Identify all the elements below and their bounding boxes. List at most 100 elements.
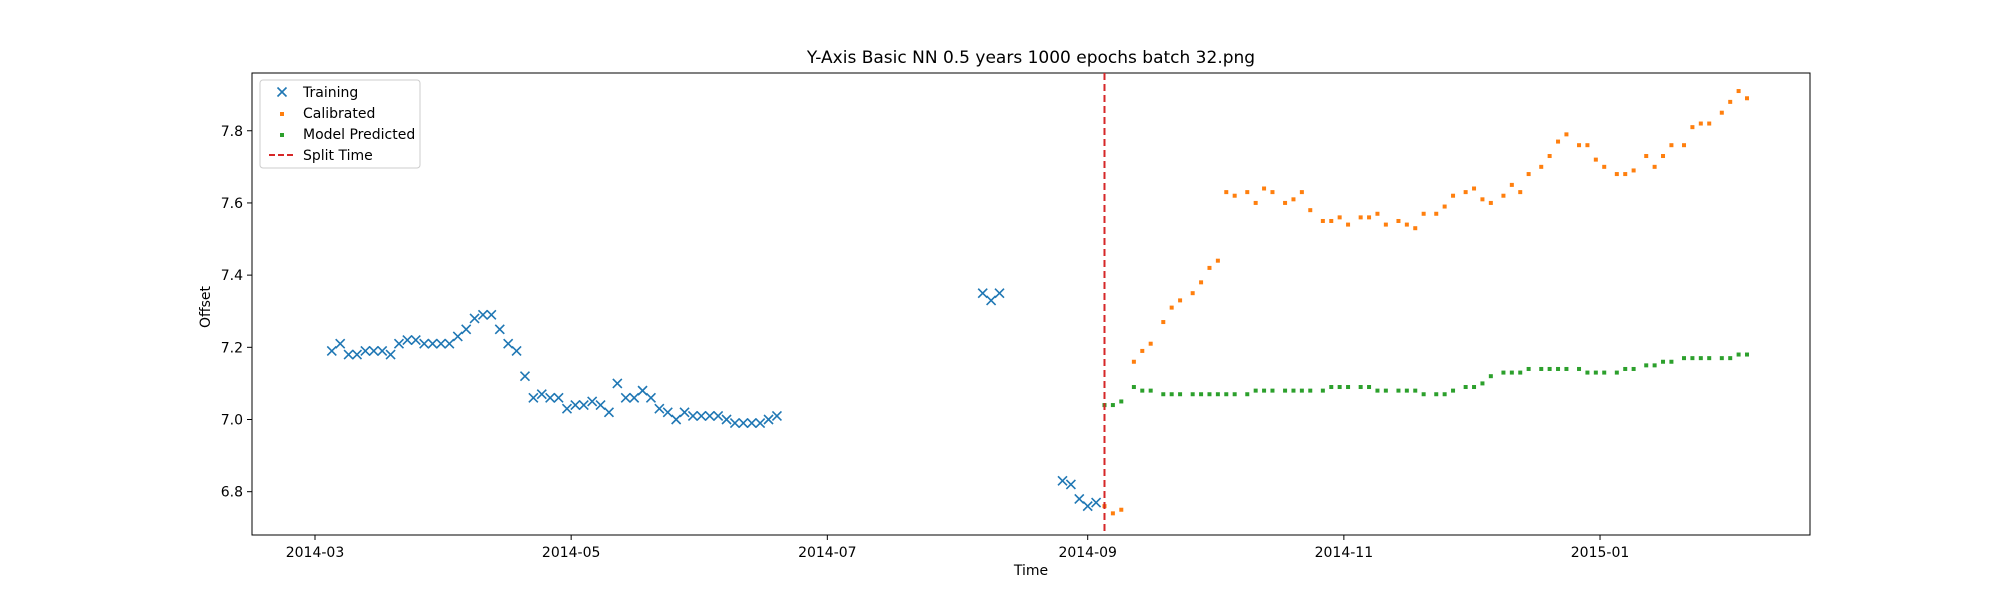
model-predicted-point (1404, 388, 1409, 393)
model-predicted-point (1661, 359, 1666, 364)
x-axis-label: Time (1013, 563, 1048, 579)
training-point-stroke (994, 288, 1005, 299)
calibrated-point (1509, 182, 1514, 187)
model-predicted-point (1488, 374, 1493, 379)
model-predicted-point (1413, 388, 1418, 393)
training-point-stroke (671, 414, 682, 425)
model-predicted-point (1148, 388, 1153, 393)
training-point-stroke (603, 407, 615, 418)
training-point-stroke (721, 414, 732, 425)
calibrated-point (1270, 190, 1275, 195)
y-tick-label: 7.4 (221, 268, 243, 284)
training-point (704, 410, 715, 421)
calibrated-point (1224, 190, 1229, 195)
training-point-stroke (1091, 497, 1102, 508)
y-axis: 6.8 7.0 7.2 7.4 7.6 7.8 (221, 124, 252, 501)
training-point (553, 392, 564, 403)
calibrated-point (1148, 341, 1153, 346)
training-point-stroke (1074, 493, 1085, 504)
training-point-stroke (553, 392, 564, 403)
training-point (452, 331, 463, 342)
training-point (746, 418, 757, 429)
calibrated-point (1232, 193, 1237, 198)
calibrated-point (1518, 190, 1523, 195)
calibrated-point (1199, 280, 1204, 285)
training-point (444, 338, 455, 349)
model-predicted-point (1367, 385, 1372, 390)
calibrated-point (1358, 215, 1363, 220)
legend-swatch-training (276, 86, 288, 98)
calibrated-point (1434, 211, 1439, 216)
calibrated-point (1404, 222, 1409, 227)
x-tick-label: 2014-07 (798, 545, 857, 561)
training-point (654, 403, 665, 414)
model-predicted-point (1283, 388, 1288, 393)
calibrated-point (1451, 193, 1456, 198)
calibrated-point (1262, 186, 1267, 191)
model-predicted-point (1472, 385, 1477, 390)
calibrated-point (1728, 99, 1733, 104)
training-point-stroke (427, 338, 438, 349)
training-point-stroke (335, 338, 346, 349)
training-point-stroke (536, 389, 547, 400)
calibrated-point (1119, 507, 1124, 512)
training-point (587, 396, 598, 407)
y-tick-label: 6.8 (221, 485, 243, 501)
calibrated-point (1320, 218, 1325, 223)
calibrated-point (1215, 258, 1220, 263)
calibrated-point (1299, 190, 1304, 195)
calibrated-point (1413, 226, 1418, 231)
model-predicted-point (1556, 366, 1561, 371)
calibrated-point (1602, 164, 1607, 169)
calibrated-point (1614, 172, 1619, 177)
training-point-stroke (528, 392, 539, 403)
legend-label-training: Training (302, 85, 358, 101)
model-predicted-point (1434, 392, 1439, 397)
training-point (536, 389, 547, 400)
model-predicted-point (1614, 370, 1619, 375)
calibrated-point (1396, 218, 1401, 223)
training-point-stroke (629, 392, 640, 403)
model-predicted-point (1585, 370, 1590, 375)
training-point-stroke (755, 418, 766, 429)
calibrated-point (1131, 359, 1136, 364)
training-point (469, 313, 480, 324)
legend-label-calibrated: Calibrated (303, 106, 375, 122)
training-point-stroke (377, 345, 388, 356)
training-point-stroke (587, 396, 598, 407)
calibrated-point (1346, 222, 1351, 227)
model-predicted-point (1161, 392, 1166, 397)
legend-swatch-calibrated (280, 112, 284, 116)
model-predicted-point (1396, 388, 1401, 393)
training-point-stroke (469, 313, 480, 324)
x-tick-label: 2014-09 (1058, 545, 1117, 561)
calibrated-point (1547, 154, 1552, 159)
calibrated-point (1245, 190, 1250, 195)
training-point-stroke (545, 392, 556, 403)
training-point-stroke (477, 309, 489, 320)
training-point (721, 414, 732, 425)
model-predicted-point (1329, 385, 1334, 390)
model-predicted-point (1337, 385, 1342, 390)
model-predicted-point (1745, 352, 1750, 357)
model-predicted-point (1320, 388, 1325, 393)
model-predicted-point (1728, 356, 1733, 361)
calibrated-point (1463, 190, 1468, 195)
training-point (486, 309, 497, 320)
training-point-stroke (763, 414, 774, 425)
training-point (713, 410, 724, 421)
model-predicted-point (1690, 356, 1695, 361)
model-predicted-point (1119, 399, 1124, 404)
training-point (687, 410, 699, 421)
model-predicted-point (1299, 388, 1304, 393)
model-predicted-point (1215, 392, 1220, 397)
training-point-stroke (977, 288, 988, 299)
calibrated-point (1745, 96, 1750, 101)
model-predicted-point (1110, 403, 1115, 408)
training-point (461, 324, 472, 335)
training-point (738, 418, 749, 429)
calibrated-point (1661, 154, 1666, 159)
calibrated-point (1698, 121, 1703, 126)
x-tick-label: 2014-11 (1315, 545, 1374, 561)
